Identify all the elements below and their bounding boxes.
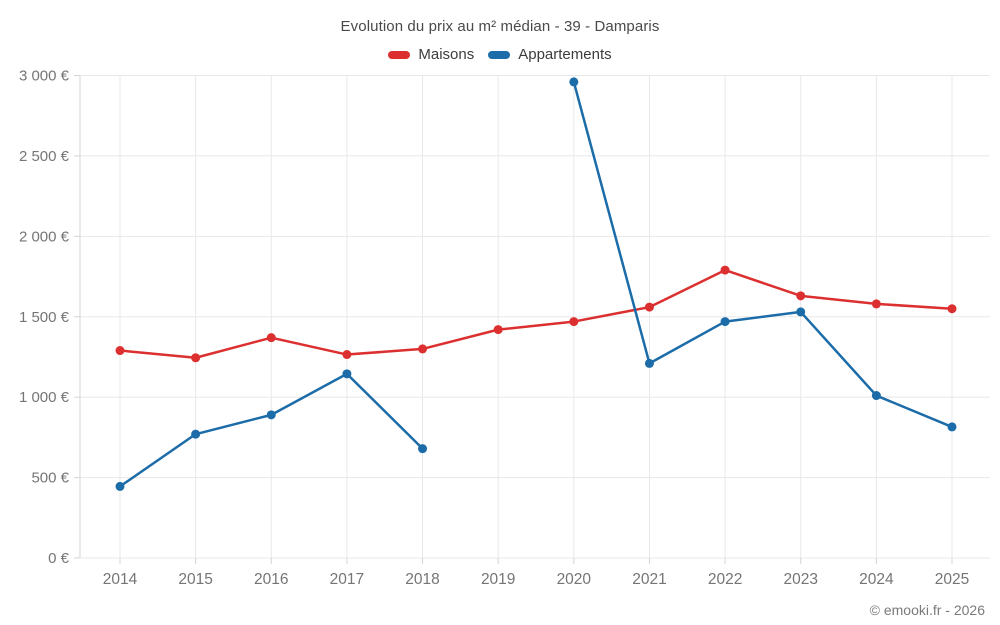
point-maisons-2025[interactable]	[947, 304, 957, 314]
copyright-notice: © emooki.fr - 2026	[869, 602, 985, 618]
line-segment-maisons	[194, 336, 273, 360]
point-appartements-2017[interactable]	[342, 369, 352, 379]
point-appartements-2023[interactable]	[796, 307, 806, 317]
line-segment-appartements	[648, 320, 727, 365]
point-appartements-2022[interactable]	[720, 317, 730, 327]
x-axis-label: 2017	[330, 571, 364, 588]
point-maisons-2023[interactable]	[796, 291, 806, 301]
line-segment-maisons	[648, 268, 727, 309]
x-axis-label: 2021	[632, 571, 666, 588]
point-appartements-2018[interactable]	[418, 444, 428, 454]
line-segment-appartements	[572, 80, 651, 365]
point-appartements-2016[interactable]	[266, 410, 276, 420]
point-appartements-2024[interactable]	[871, 391, 881, 401]
x-axis-label: 2019	[481, 571, 515, 588]
y-axis-label: 1 500 €	[19, 309, 70, 326]
line-segment-appartements	[270, 372, 349, 417]
point-maisons-2015[interactable]	[191, 353, 201, 363]
y-axis-label: 1 000 €	[19, 389, 70, 406]
line-segment-maisons	[270, 336, 349, 356]
x-axis-label: 2015	[178, 571, 212, 588]
point-appartements-2014[interactable]	[115, 481, 125, 491]
point-maisons-2017[interactable]	[342, 350, 352, 360]
x-axis-label: 2024	[859, 571, 894, 588]
legend-item-appartements[interactable]: Appartements	[488, 46, 612, 63]
line-segment-maisons	[496, 320, 576, 331]
chart-title: Evolution du prix au m² médian - 39 - Da…	[340, 18, 660, 35]
legend-item-maisons[interactable]: Maisons	[388, 46, 474, 63]
point-appartements-2015[interactable]	[191, 429, 201, 439]
legend-swatch-appartements-icon	[488, 50, 511, 59]
point-maisons-2024[interactable]	[871, 299, 881, 309]
point-maisons-2019[interactable]	[493, 325, 503, 335]
point-maisons-2020[interactable]	[569, 317, 579, 327]
x-axis-label: 2016	[254, 571, 288, 588]
line-segment-maisons	[118, 349, 197, 360]
x-axis-label: 2025	[935, 571, 969, 588]
line-segment-maisons	[572, 305, 651, 323]
x-axis-label: 2018	[405, 571, 439, 588]
x-axis-label: 2014	[103, 571, 138, 588]
line-segment-appartements	[118, 432, 197, 488]
point-appartements-2020[interactable]	[569, 77, 579, 87]
point-maisons-2018[interactable]	[418, 344, 428, 354]
y-axis-label: 500 €	[31, 470, 69, 487]
y-axis-label: 0 €	[48, 550, 70, 567]
chart-legend: Maisons Appartements	[0, 46, 1000, 63]
y-axis-label: 2 000 €	[19, 228, 70, 245]
line-segment-maisons	[875, 302, 954, 310]
point-appartements-2025[interactable]	[947, 422, 957, 432]
line-segment-appartements	[194, 413, 273, 436]
line-segment-maisons	[421, 328, 500, 351]
y-axis-label: 2 500 €	[19, 148, 70, 165]
line-segment-appartements	[345, 372, 424, 450]
line-segment-maisons	[345, 347, 424, 356]
point-maisons-2022[interactable]	[720, 265, 730, 275]
y-axis-label: 3 000 €	[19, 68, 70, 85]
legend-swatch-maisons-icon	[388, 50, 411, 59]
x-axis-label: 2020	[557, 571, 592, 588]
line-segment-appartements	[723, 310, 802, 323]
line-segment-appartements	[875, 394, 954, 429]
x-axis-label: 2023	[783, 571, 817, 588]
point-maisons-2021[interactable]	[644, 302, 654, 312]
x-axis-label: 2022	[708, 571, 742, 588]
line-segment-maisons	[799, 294, 878, 306]
line-segment-appartements	[799, 310, 878, 397]
legend-label-maisons: Maisons	[418, 46, 475, 63]
point-appartements-2021[interactable]	[644, 358, 654, 368]
point-maisons-2016[interactable]	[266, 333, 276, 343]
point-maisons-2014[interactable]	[115, 346, 125, 356]
legend-label-appartements: Appartements	[518, 46, 612, 63]
line-segment-maisons	[723, 268, 802, 298]
